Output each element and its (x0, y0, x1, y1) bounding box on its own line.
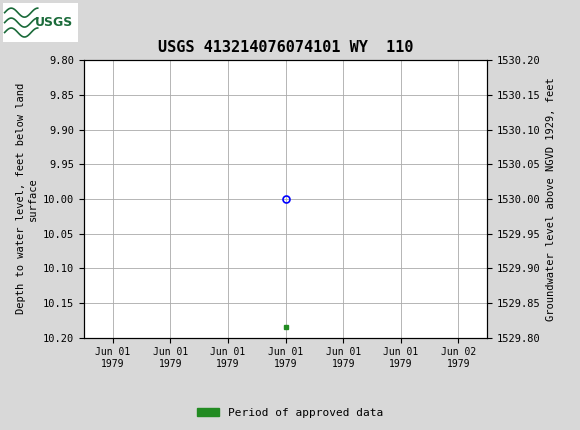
Y-axis label: Groundwater level above NGVD 1929, feet: Groundwater level above NGVD 1929, feet (546, 77, 556, 321)
Text: USGS: USGS (35, 16, 73, 29)
Title: USGS 413214076074101 WY  110: USGS 413214076074101 WY 110 (158, 40, 414, 55)
Bar (3, 3, 78, 43)
Y-axis label: Depth to water level, feet below land
surface: Depth to water level, feet below land su… (16, 83, 38, 314)
Legend: Period of approved data: Period of approved data (193, 403, 387, 422)
